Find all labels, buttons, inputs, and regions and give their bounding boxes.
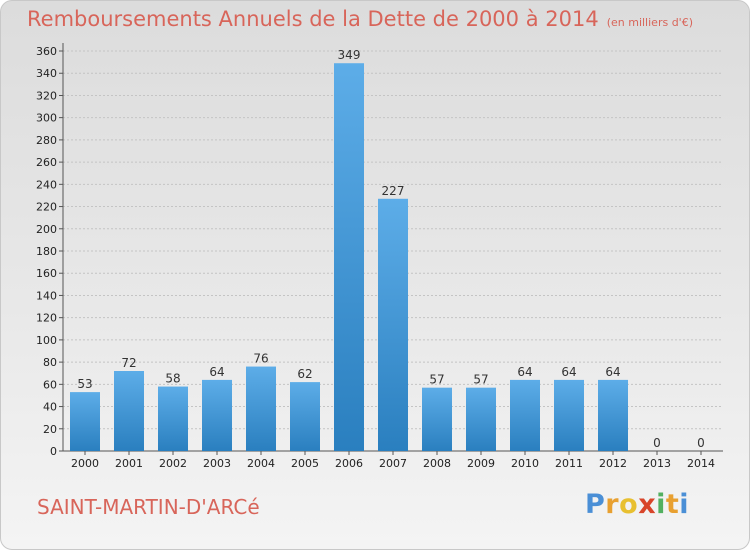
y-tick-label: 160 xyxy=(36,267,57,280)
data-label-2010: 64 xyxy=(517,365,532,379)
x-tick-label-2013: 2013 xyxy=(643,457,671,470)
y-tick-label: 260 xyxy=(36,156,57,169)
x-tick-label-2001: 2001 xyxy=(115,457,143,470)
data-label-2014: 0 xyxy=(697,436,705,450)
y-tick-label: 360 xyxy=(36,45,57,58)
y-tick-label: 280 xyxy=(36,134,57,147)
data-label-2002: 58 xyxy=(165,372,180,386)
data-label-2007: 227 xyxy=(382,184,405,198)
y-tick-label: 140 xyxy=(36,289,57,302)
bar-2005 xyxy=(290,382,320,451)
y-tick-label: 340 xyxy=(36,67,57,80)
y-tick-label: 320 xyxy=(36,89,57,102)
proxiti-logo: Proxiti xyxy=(585,489,690,520)
commune-name: SAINT-MARTIN-D'ARCé xyxy=(37,495,260,519)
y-tick-label: 200 xyxy=(36,223,57,236)
y-tick-label: 60 xyxy=(43,378,57,391)
y-tick-label: 300 xyxy=(36,112,57,125)
y-tick-label: 180 xyxy=(36,245,57,258)
x-tick-label-2010: 2010 xyxy=(511,457,539,470)
data-label-2009: 57 xyxy=(473,373,488,387)
y-tick-label: 80 xyxy=(43,356,57,369)
x-tick-label-2014: 2014 xyxy=(687,457,715,470)
y-tick-label: 40 xyxy=(43,401,57,414)
x-tick-label-2012: 2012 xyxy=(599,457,627,470)
bar-2010 xyxy=(510,379,540,451)
data-label-2011: 64 xyxy=(561,365,576,379)
bar-2004 xyxy=(246,366,276,451)
data-label-2006: 349 xyxy=(338,48,361,62)
y-tick-label: 100 xyxy=(36,334,57,347)
x-tick-label-2004: 2004 xyxy=(247,457,275,470)
bar-2001 xyxy=(114,371,144,451)
bar-2002 xyxy=(158,386,188,451)
y-tick-label: 240 xyxy=(36,178,57,191)
x-tick-label-2007: 2007 xyxy=(379,457,407,470)
bar-2011 xyxy=(554,379,584,451)
x-tick-label-2002: 2002 xyxy=(159,457,187,470)
x-tick-label-2009: 2009 xyxy=(467,457,495,470)
chart-subtitle: (en milliers d'€) xyxy=(606,16,693,29)
data-label-2005: 62 xyxy=(297,367,312,381)
y-tick-label: 0 xyxy=(50,445,57,458)
x-tick-label-2003: 2003 xyxy=(203,457,231,470)
data-label-2008: 57 xyxy=(429,373,444,387)
x-tick-label-2008: 2008 xyxy=(423,457,451,470)
data-label-2012: 64 xyxy=(605,365,620,379)
chart-title: Remboursements Annuels de la Dette de 20… xyxy=(27,7,693,31)
x-tick-label-2011: 2011 xyxy=(555,457,583,470)
x-tick-label-2000: 2000 xyxy=(71,457,99,470)
data-label-2000: 53 xyxy=(77,377,92,391)
x-tick-label-2006: 2006 xyxy=(335,457,363,470)
y-tick-label: 20 xyxy=(43,423,57,436)
x-tick-label-2005: 2005 xyxy=(291,457,319,470)
data-label-2004: 76 xyxy=(253,352,268,366)
bar-2003 xyxy=(202,379,232,451)
bar-2012 xyxy=(598,379,628,451)
bar-2006 xyxy=(334,63,364,451)
chart-title-text: Remboursements Annuels de la Dette de 20… xyxy=(27,7,599,31)
bar-2000 xyxy=(70,392,100,451)
bar-2009 xyxy=(466,387,496,451)
data-label-2013: 0 xyxy=(653,436,661,450)
bar-2008 xyxy=(422,387,452,451)
data-label-2003: 64 xyxy=(209,365,224,379)
bar-2007 xyxy=(378,198,408,451)
y-tick-label: 120 xyxy=(36,312,57,325)
y-tick-label: 220 xyxy=(36,201,57,214)
data-label-2001: 72 xyxy=(121,356,136,370)
